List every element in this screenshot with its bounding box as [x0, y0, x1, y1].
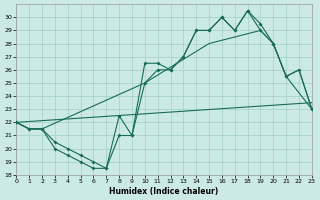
X-axis label: Humidex (Indice chaleur): Humidex (Indice chaleur) — [109, 187, 219, 196]
